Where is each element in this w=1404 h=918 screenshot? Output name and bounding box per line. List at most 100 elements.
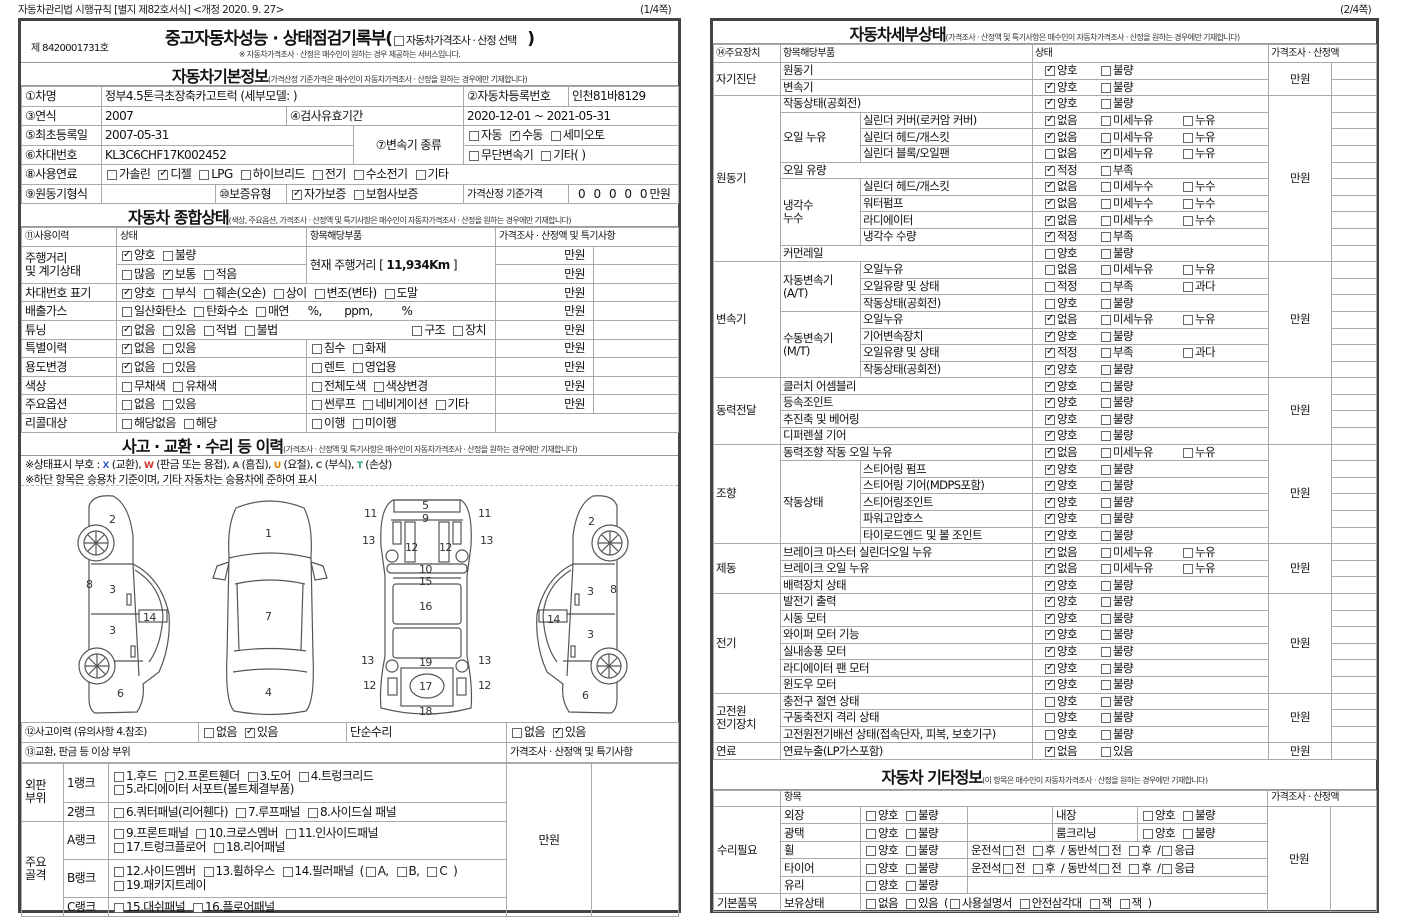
checkbox-option[interactable]: 양호 <box>864 808 899 822</box>
checkbox[interactable] <box>866 863 876 874</box>
checkbox[interactable] <box>384 288 395 299</box>
checkbox[interactable] <box>1032 863 1043 874</box>
checkbox-option[interactable]: 13.휠하우스 <box>202 864 275 878</box>
checkbox[interactable] <box>1101 398 1112 409</box>
price-note[interactable] <box>1331 178 1378 196</box>
checkbox[interactable] <box>1045 713 1056 724</box>
checkbox-option[interactable]: 양호 <box>864 826 899 840</box>
checkbox[interactable] <box>162 344 173 355</box>
checkbox-option[interactable]: 후 <box>1127 843 1152 857</box>
checkbox-option[interactable]: 양호 <box>1043 495 1093 509</box>
checkbox-option[interactable]: 변조(변타) <box>313 286 377 300</box>
checkbox-option[interactable]: 후 <box>1031 843 1056 857</box>
checkbox-option[interactable]: 사용설명서 <box>948 896 1012 910</box>
checkbox[interactable] <box>394 36 404 46</box>
checkbox-option[interactable]: 양호 <box>1043 728 1093 741</box>
price-note[interactable] <box>1331 510 1378 528</box>
checkbox[interactable] <box>1101 497 1112 508</box>
checkbox[interactable] <box>1101 66 1112 77</box>
checkbox[interactable] <box>1183 265 1194 276</box>
checkbox-option[interactable]: 불량 <box>1099 628 1175 641</box>
checkbox-option[interactable]: 미세누유 <box>1099 545 1175 559</box>
checkbox-option[interactable]: 도말 <box>383 286 418 300</box>
checkbox-option[interactable]: 불량 <box>1099 661 1175 675</box>
checkbox[interactable] <box>905 898 916 909</box>
checkbox-option[interactable]: 불량 <box>161 248 196 262</box>
checkbox[interactable] <box>114 902 124 913</box>
checkbox-option[interactable]: 자가보증 <box>290 187 346 201</box>
checkbox-option[interactable]: 양호 <box>1043 578 1093 592</box>
checkbox-option[interactable]: 양호 <box>1043 645 1093 658</box>
checkbox[interactable] <box>162 288 173 299</box>
price-note[interactable] <box>593 394 679 414</box>
checkbox[interactable] <box>1101 597 1112 608</box>
checkbox-option[interactable]: 불량 <box>904 878 939 892</box>
checkbox-option[interactable]: 미세누유 <box>1099 130 1175 144</box>
checked-checkbox[interactable] <box>122 324 132 336</box>
checkbox[interactable] <box>1099 846 1110 857</box>
checkbox-option[interactable]: 많음 <box>120 267 155 281</box>
checkbox-option[interactable]: 적법 <box>202 323 237 337</box>
checked-checkbox[interactable] <box>1045 230 1056 243</box>
checkbox[interactable] <box>352 362 363 373</box>
checkbox-option[interactable]: 불량 <box>1099 479 1175 492</box>
checkbox[interactable] <box>1101 381 1112 392</box>
checkbox-option[interactable]: 일산화탄소 <box>120 304 187 318</box>
checkbox-option[interactable]: LPG <box>197 167 233 181</box>
checkbox-option[interactable]: 없음 <box>1043 263 1093 276</box>
checkbox[interactable] <box>1045 298 1056 309</box>
checkbox-option[interactable]: 양호 <box>1043 462 1093 476</box>
checkbox[interactable] <box>312 381 322 392</box>
checkbox-option[interactable]: 보통 <box>161 267 196 281</box>
checkbox-option[interactable]: 영업용 <box>351 360 397 374</box>
checkbox-option[interactable]: 후 <box>1127 861 1152 875</box>
checkbox-option[interactable]: 불량 <box>1099 246 1175 260</box>
checkbox[interactable] <box>1119 898 1130 909</box>
checkbox-option[interactable]: 3.도어 <box>246 769 291 783</box>
checkbox-option[interactable]: 불량 <box>1099 412 1175 426</box>
checkbox-option[interactable]: 매연 <box>254 304 289 318</box>
checkbox[interactable] <box>235 807 246 818</box>
checkbox[interactable] <box>203 269 214 280</box>
checkbox-option[interactable]: 양호 <box>1043 429 1093 442</box>
checkbox-option[interactable]: 4.트렁크리드 <box>297 769 374 783</box>
price-note[interactable] <box>1331 227 1378 246</box>
checkbox[interactable] <box>1183 447 1194 458</box>
checked-checkbox[interactable] <box>158 168 169 181</box>
checkbox-option[interactable]: 네비게이션 <box>361 397 428 411</box>
price-note[interactable] <box>1331 559 1378 578</box>
checked-checkbox[interactable] <box>1045 313 1056 326</box>
checkbox-option[interactable]: 누유 <box>1181 313 1216 326</box>
price-note[interactable] <box>593 319 679 340</box>
checkbox-option[interactable]: 6.쿼터패널(리어휀다) <box>112 805 229 819</box>
checkbox[interactable] <box>1101 248 1112 259</box>
checkbox[interactable] <box>352 418 363 429</box>
checked-checkbox[interactable] <box>292 188 302 200</box>
checkbox-option[interactable]: 부족 <box>1099 230 1175 243</box>
checkbox-option[interactable]: 있음 <box>161 360 196 374</box>
price-note[interactable] <box>1331 725 1378 744</box>
checkbox-option[interactable]: 부족 <box>1099 346 1175 359</box>
checkbox[interactable] <box>114 843 124 854</box>
checkbox-option[interactable]: 미세누유 <box>1099 562 1175 575</box>
checkbox[interactable] <box>194 307 205 318</box>
checkbox[interactable] <box>162 251 173 262</box>
checked-checkbox[interactable] <box>1045 562 1056 575</box>
checkbox-option[interactable]: 양호 <box>1043 595 1093 608</box>
checkbox[interactable] <box>373 381 384 392</box>
checkbox-option[interactable]: 색상변경 <box>372 379 428 393</box>
checkbox[interactable] <box>469 131 480 142</box>
price-note[interactable] <box>593 357 679 377</box>
checkbox[interactable] <box>1101 746 1112 757</box>
checkbox[interactable] <box>1045 696 1056 707</box>
checkbox[interactable] <box>1101 696 1112 707</box>
checkbox[interactable] <box>1101 199 1112 210</box>
checkbox[interactable] <box>1183 132 1194 143</box>
checkbox[interactable] <box>1101 82 1112 93</box>
checkbox-option[interactable]: 세미오토 <box>549 128 605 142</box>
checkbox-option[interactable]: 렌트 <box>310 360 345 374</box>
checkbox-option[interactable]: 양호 <box>1043 296 1093 310</box>
checkbox-option[interactable]: 불량 <box>904 861 939 875</box>
checked-checkbox[interactable] <box>1045 346 1056 359</box>
checkbox[interactable] <box>312 170 323 181</box>
